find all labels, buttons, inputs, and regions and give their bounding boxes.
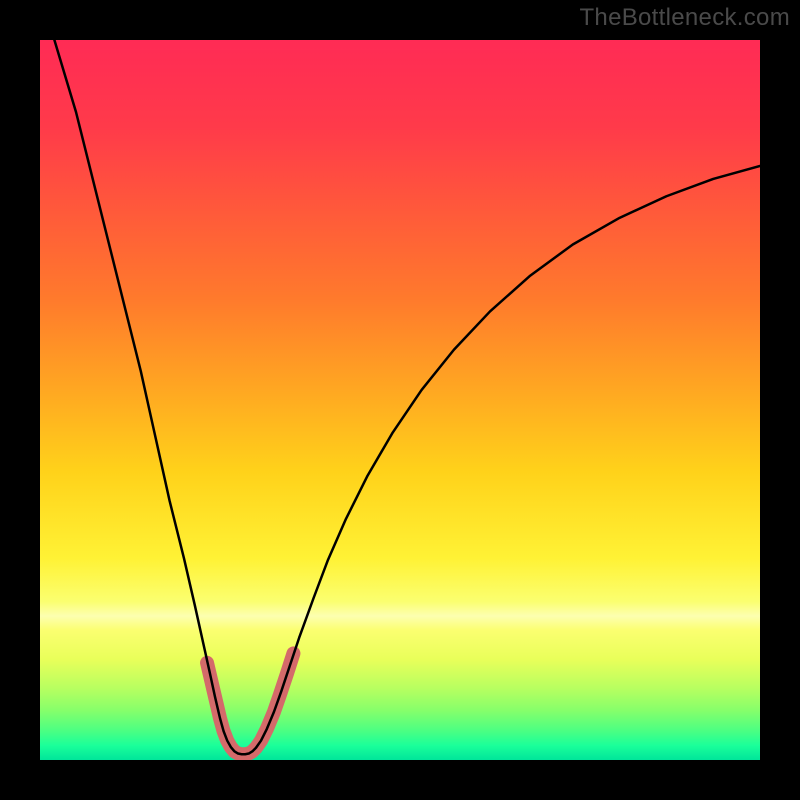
- chart-container: TheBottleneck.com: [0, 0, 800, 800]
- watermark-text: TheBottleneck.com: [579, 4, 790, 32]
- bottleneck-chart: [40, 40, 760, 760]
